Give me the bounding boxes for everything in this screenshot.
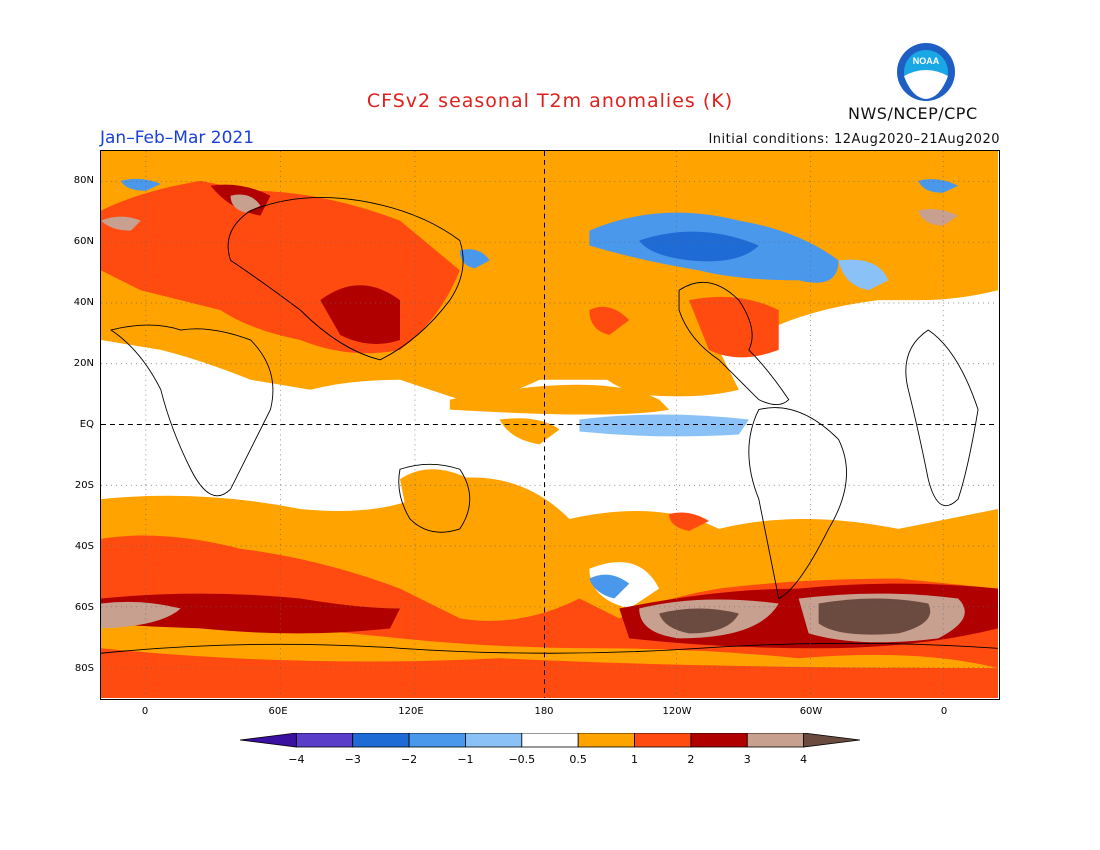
colorbar-swatch [465,732,523,748]
colorbar-tick-label: 1 [631,753,638,766]
colorbar-tick-label: −4 [288,753,304,766]
agency-label: NWS/NCEP/CPC [848,104,978,123]
lat-label-eq: EQ [79,419,94,430]
lat-label-20n: 20N [73,358,94,369]
colorbar-tick-label: −0.5 [508,753,535,766]
colorbar-tick-label: −1 [457,753,473,766]
noaa-logo: NOAA [896,42,956,102]
colorbar-tick-label: 2 [687,753,694,766]
colorbar-swatch [521,732,579,748]
lat-label-60s: 60S [74,602,94,613]
initial-conditions-label: Initial conditions: 12Aug2020–21Aug2020 [708,132,1000,147]
colorbar-tick-label: 3 [744,753,751,766]
colorbar: −4 −3 −2 −1 −0.5 0.5 1 2 3 4 [239,732,861,773]
colorbar-swatch [239,732,297,748]
page-title: CFSv2 seasonal T2m anomalies (K) [366,90,734,112]
season-label: Jan–Feb–Mar 2021 [100,128,255,148]
colorbar-tick-label: 0.5 [569,753,587,766]
colorbar-tick-label: −2 [401,753,417,766]
lon-label-120e: 120E [398,706,424,717]
colorbar-tick-label: 4 [800,753,807,766]
colorbar-tick-label: −3 [345,753,361,766]
logo-text: NOAA [913,56,940,66]
lat-label-80s: 80S [74,663,94,674]
colorbar-swatch [634,732,692,748]
lon-label-120w: 120W [662,706,692,717]
anomaly-fields [101,151,998,698]
colorbar-swatch [352,732,410,748]
lat-label-40n: 40N [73,297,94,308]
grid-lines [101,151,998,698]
colorbar-swatch [746,732,805,748]
colorbar-swatch [408,732,466,748]
colorbar-swatch [803,732,861,748]
anomaly-map [100,150,1000,700]
lon-label-60e: 60E [268,706,288,717]
lon-label-180: 180 [534,706,554,717]
lon-label-0-east: 0 [940,706,948,717]
colorbar-swatch [690,732,748,748]
coastlines [101,196,998,654]
colorbar-swatch [295,732,354,748]
lat-label-80n: 80N [73,175,94,186]
lat-label-60n: 60N [73,236,94,247]
lon-label-60w: 60W [799,706,823,717]
lat-label-40s: 40S [74,541,94,552]
lon-label-0: 0 [141,706,149,717]
colorbar-swatch [577,732,635,748]
lat-label-20s: 20S [74,480,94,491]
